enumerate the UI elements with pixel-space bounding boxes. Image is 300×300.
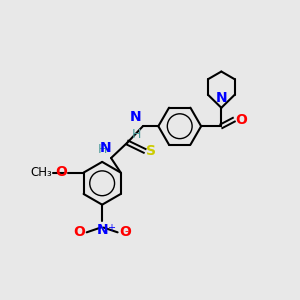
Text: H: H [98,142,107,156]
Text: O: O [119,225,131,239]
Text: N: N [130,110,141,124]
Text: S: S [146,144,156,158]
Text: N: N [96,223,108,236]
Text: H: H [132,128,141,141]
Text: O: O [56,165,67,179]
Text: O: O [235,113,247,127]
Text: N: N [99,141,111,155]
Text: -: - [124,226,128,236]
Text: N: N [215,92,227,105]
Text: CH₃: CH₃ [31,166,52,179]
Text: O: O [73,225,85,239]
Text: +: + [107,223,115,232]
